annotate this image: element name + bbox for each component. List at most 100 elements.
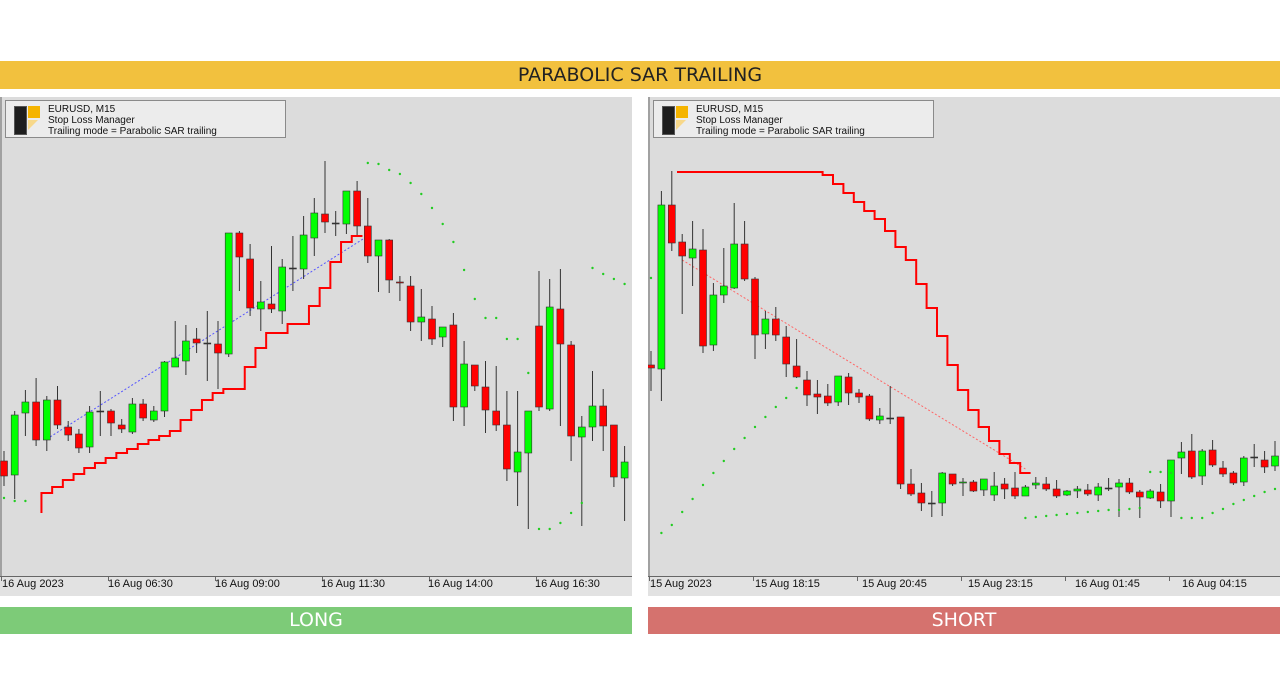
bullish-candle [938, 472, 947, 504]
x-tick-label: 16 Aug 11:30 [321, 578, 386, 590]
bearish-candle [751, 278, 759, 336]
time-axis-strip [648, 577, 1280, 596]
sar-dot [13, 499, 16, 503]
bearish-candle [896, 416, 905, 485]
bullish-candle [374, 239, 383, 257]
bearish-candle [1125, 482, 1134, 493]
bullish-candle [545, 306, 554, 410]
bullish-candle [224, 232, 233, 355]
logo-icon [14, 106, 27, 135]
bullish-candle [1198, 450, 1207, 477]
sar-dot [691, 497, 694, 501]
logo-triangle-icon [28, 120, 38, 130]
title-banner: PARABOLIC SAR TRAILING [0, 61, 1280, 89]
long-label: LONG [0, 607, 632, 634]
bearish-candle [699, 249, 707, 347]
bullish-candle [1167, 459, 1175, 502]
x-tick-label: 16 Aug 16:30 [535, 578, 600, 590]
bearish-candle [782, 336, 790, 365]
bullish-candle [96, 410, 105, 413]
sar-dot [1055, 513, 1058, 517]
bullish-candle [577, 426, 586, 438]
bearish-candle [917, 492, 926, 504]
bearish-candle [406, 285, 415, 323]
bullish-candle [1239, 457, 1248, 483]
long-chart-panel[interactable]: EURUSD, M15 Stop Loss Manager Trailing m… [0, 97, 632, 596]
sar-dot [1024, 516, 1027, 520]
bearish-candle [1156, 491, 1165, 502]
bearish-candle [385, 239, 394, 281]
sar-dot [795, 386, 798, 390]
sar-dot [24, 499, 27, 503]
sar-dot [1190, 516, 1193, 520]
bearish-candle [64, 426, 72, 436]
bearish-candle [214, 343, 222, 354]
bullish-candle [730, 243, 738, 289]
x-tick-label: 15 Aug 20:45 [862, 578, 927, 590]
bullish-candle [588, 405, 597, 428]
bearish-candle [772, 318, 780, 336]
sar-dot [1242, 498, 1245, 502]
bearish-candle [117, 424, 126, 430]
sar-dot [1076, 511, 1079, 515]
short-chart-panel[interactable]: EURUSD, M15 Stop Loss Manager Trailing m… [648, 97, 1280, 596]
sar-dot [1201, 516, 1204, 520]
bullish-candle [620, 461, 629, 479]
bearish-candle [428, 318, 436, 340]
bearish-candle [139, 403, 147, 419]
bearish-candle [1011, 487, 1019, 497]
info-mode: Trailing mode = Parabolic SAR trailing [696, 126, 865, 137]
sar-dot [548, 527, 551, 531]
bullish-candle [160, 361, 169, 412]
bearish-candle [1208, 449, 1217, 466]
sar-dot [712, 471, 715, 475]
bullish-candle [182, 340, 190, 362]
info-name: Stop Loss Manager [48, 115, 135, 126]
info-name: Stop Loss Manager [696, 115, 783, 126]
sar-dot [701, 483, 705, 487]
x-tick-label: 16 Aug 01:45 [1075, 578, 1140, 590]
sar-dot [670, 523, 673, 527]
bullish-candle [278, 266, 287, 312]
sar-dot [1065, 512, 1069, 516]
bearish-candle [792, 365, 801, 378]
bullish-candle [1250, 456, 1259, 459]
sar-dot [591, 266, 594, 270]
bullish-candle [1271, 455, 1279, 467]
bullish-candle [1115, 482, 1123, 488]
sar-dot [1138, 506, 1141, 510]
short-label: SHORT [648, 607, 1280, 634]
bearish-candle [844, 376, 853, 394]
bearish-candle [470, 364, 479, 387]
bullish-candle [834, 375, 842, 403]
bullish-candle [927, 502, 936, 505]
sar-dot [527, 371, 530, 375]
bullish-candle [1031, 482, 1040, 486]
bullish-candle [876, 415, 884, 421]
bearish-candle [610, 424, 618, 478]
bearish-candle [535, 325, 543, 408]
bearish-candle [813, 393, 822, 398]
bearish-candle [907, 483, 915, 495]
sar-dot [366, 161, 369, 165]
sar-dot [462, 268, 466, 272]
sar-dot [1107, 508, 1110, 512]
bullish-candle [1094, 486, 1103, 496]
sar-dot [398, 172, 402, 176]
bearish-candle [1052, 488, 1061, 497]
logo-icon [662, 106, 675, 135]
bullish-candle [438, 326, 447, 338]
bullish-candle [331, 222, 340, 225]
bullish-candle [203, 342, 212, 345]
sar-dot [1045, 514, 1048, 518]
sar-dot [764, 415, 767, 419]
bearish-candle [948, 473, 957, 485]
x-tick-label: 15 Aug 18:15 [755, 578, 820, 590]
bullish-candle [171, 357, 179, 368]
sar-dot [1221, 507, 1225, 511]
sar-dot [1180, 516, 1183, 520]
bullish-candle [256, 301, 265, 310]
bearish-candle [1260, 459, 1269, 468]
sar-dot [1034, 515, 1037, 519]
bearish-candle [1187, 450, 1196, 478]
